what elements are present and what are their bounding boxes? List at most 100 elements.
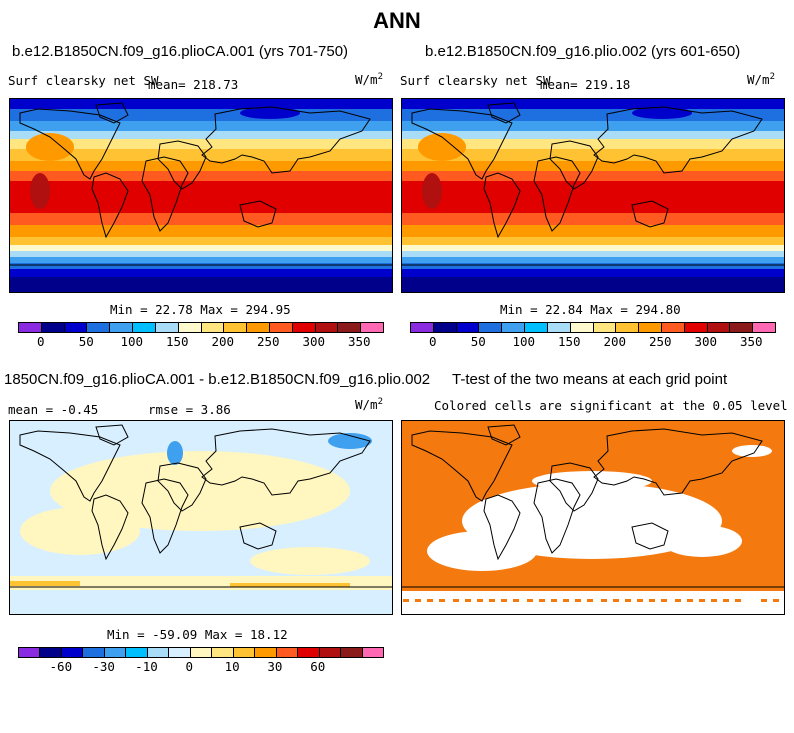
significant-cell [711,599,717,602]
field-band [402,99,784,109]
significant-cell [439,599,445,602]
significant-cell [427,599,433,602]
coastline [141,156,189,232]
panel1-mean: mean= 218.73 [148,77,239,92]
diff-patch [328,433,372,449]
coastline [239,522,277,550]
significant-cell [601,599,607,602]
panel1-unit-exp: 2 [377,72,383,82]
panel3-mean: mean = -0.45 [8,402,99,417]
nonsignificant-region [662,525,742,557]
diff-band [10,581,80,586]
panel3-map [9,420,393,615]
colorbar-swatch [411,323,434,332]
coastline [411,108,513,180]
panel4-map [401,420,785,615]
panel4-map-svg [402,421,784,614]
colorbar-swatch [40,648,62,657]
field-band [10,213,392,225]
colorbar-swatch [83,648,105,657]
colorbar-swatch [255,648,277,657]
coastline [239,200,277,228]
colorbar-swatch [19,648,41,657]
colorbar-swatch [502,323,526,332]
colorbar-swatch [233,648,256,657]
diff-patch [250,547,370,575]
land-patch [30,173,50,209]
significant-cell [563,599,569,602]
colorbar-tick-label: 250 [256,334,280,349]
colorbar-swatch [684,323,708,332]
colorbar-swatch [298,648,320,657]
coastline [91,494,129,561]
coastline [549,462,599,512]
coastline [533,156,581,232]
panel3-title: 1850CN.f09_g16.plioCA.001 - b.e12.B1850C… [4,371,431,388]
coastline [19,108,121,180]
sea-ice-patch [240,107,300,119]
significant-cell [403,599,409,602]
colorbar-swatch [661,323,685,332]
field-band [402,277,784,292]
field-band [402,245,784,251]
significant-cell [687,599,693,602]
panel1-title: b.e12.B1850CN.f09_g16.plioCA.001 (yrs 70… [12,43,349,60]
field-band [10,131,392,139]
land-patch [418,133,466,161]
colorbar-tick-label: 200 [603,334,627,349]
significant-cell [625,599,631,602]
coastline [19,430,121,502]
panel1-map-svg [10,99,392,292]
colorbar-swatch [61,648,84,657]
colorbar-swatch [319,648,342,657]
field-band [10,251,392,257]
colorbar-swatch [178,323,202,332]
significant-cell [735,599,741,602]
nonsignificant-region [427,531,537,571]
colorbar-tick-label: 0 [185,659,194,674]
colorbar-tick-label: 50 [78,334,94,349]
panel1-minmax: Min = 22.78 Max = 294.95 [110,302,291,317]
field-band [402,181,784,213]
colorbar-tick-label: 300 [694,334,718,349]
colorbar-swatch [570,323,594,332]
significant-cell [513,599,519,602]
colorbar-swatch [104,648,127,657]
field-band [10,237,392,245]
panel3-unit: W/m2 [355,397,383,412]
colorbar-tick-label: -10 [135,659,158,674]
colorbar-tick-label: 350 [347,334,371,349]
colorbar-tick-label: 350 [739,334,763,349]
coastline [411,430,513,502]
colorbar-swatch [110,323,134,332]
significant-cell [675,599,681,602]
field-band [10,257,392,263]
field-band [10,121,392,131]
field-band [402,139,784,149]
significant-cell [501,599,507,602]
panel2-unit: W/m2 [747,72,775,87]
colorbar-swatch [547,323,571,332]
colorbar-swatch [616,323,640,332]
sea-ice-patch [632,107,692,119]
field-band [402,171,784,181]
coastline [95,102,129,124]
significant-cell [465,599,471,602]
coastline [157,140,207,190]
colorbar-tick-label: 150 [165,334,189,349]
significant-cell [699,599,705,602]
panel2-minmax: Min = 22.84 Max = 294.80 [500,302,681,317]
panel2-colorbar [410,322,776,333]
field-band [402,161,784,171]
significant-cell [761,599,767,602]
significant-cell [415,599,421,602]
colorbar-tick-label: 60 [310,659,326,674]
field-band [402,131,784,139]
coastline [533,478,581,554]
field-band [10,181,392,213]
field-band [402,257,784,263]
colorbar-swatch [169,648,191,657]
field-band [402,251,784,257]
panel3-minmax: Min = -59.09 Max = 18.12 [107,627,288,642]
colorbar-swatch [456,323,480,332]
